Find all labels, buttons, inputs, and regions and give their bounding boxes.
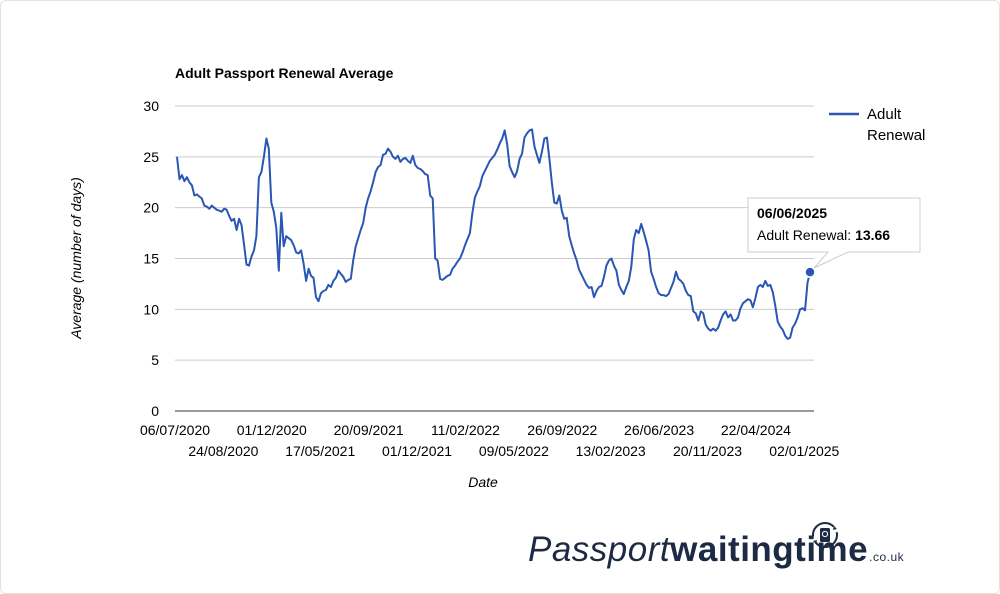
x-axis-title: Date [468, 474, 498, 490]
legend-label: Adult Renewal [867, 106, 925, 144]
x-tick-label: 01/12/2021 [382, 443, 452, 459]
y-tick-label: 20 [143, 200, 159, 216]
y-tick-label: 15 [143, 251, 159, 267]
x-tick-label: 06/07/2020 [140, 422, 210, 438]
tooltip: 06/06/2025 Adult Renewal: 13.66 [747, 197, 921, 269]
x-tick-label: 24/08/2020 [188, 443, 258, 459]
highlighted-point[interactable] [804, 266, 816, 278]
y-tick-label: 25 [143, 149, 159, 165]
y-tick-label: 5 [151, 352, 159, 368]
passport-refresh-icon [812, 522, 838, 548]
x-tick-label: 17/05/2021 [285, 443, 355, 459]
x-tick-label: 22/04/2024 [721, 422, 791, 438]
legend[interactable]: Adult Renewal [829, 106, 925, 144]
brand-word-light: Passport [528, 530, 671, 569]
x-tick-label: 20/11/2023 [673, 443, 742, 459]
y-tick-label: 0 [151, 403, 159, 419]
brand-word-bold: waitingtime [670, 530, 869, 569]
tooltip-label: Adult Renewal: [757, 227, 855, 243]
x-tick-label: 11/02/2022 [431, 422, 500, 438]
tooltip-line: Adult Renewal: 13.66 [757, 227, 890, 243]
y-axis-title: Average (number of days) [68, 177, 84, 340]
x-tick-label: 20/09/2021 [334, 422, 404, 438]
brand-tld: .co.uk [869, 550, 905, 564]
x-tick-label: 09/05/2022 [479, 443, 549, 459]
brand-logo: Passportwaitingtime.co.uk [528, 532, 904, 567]
y-tick-label: 10 [143, 301, 159, 317]
tooltip-date: 06/06/2025 [757, 205, 827, 221]
series-line-adult-renewal[interactable] [176, 128, 811, 340]
x-tick-label: 02/01/2025 [769, 443, 839, 459]
x-tick-label: 13/02/2023 [576, 443, 646, 459]
x-tick-label: 26/06/2023 [624, 422, 694, 438]
tooltip-box [747, 197, 921, 269]
x-tick-label: 01/12/2020 [237, 422, 307, 438]
tooltip-value: 13.66 [855, 227, 890, 243]
x-tick-label: 26/09/2022 [527, 422, 597, 438]
y-tick-label: 30 [143, 98, 159, 114]
chart-title: Adult Passport Renewal Average [175, 65, 394, 81]
